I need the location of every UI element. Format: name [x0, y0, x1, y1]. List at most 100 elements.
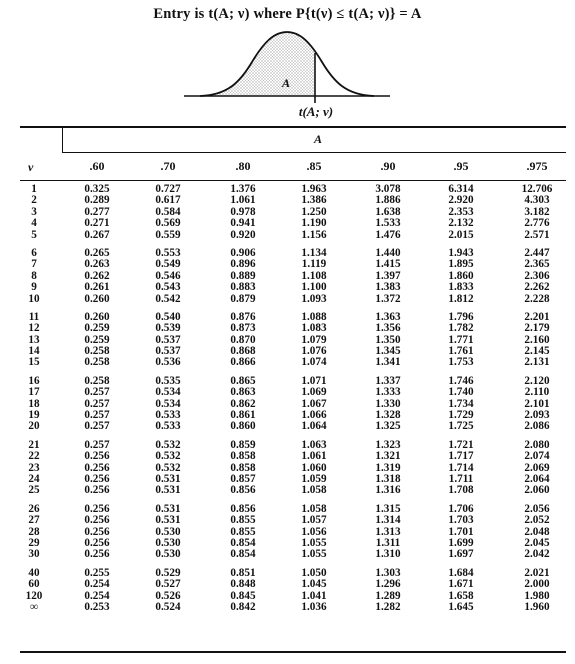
- value-cell: 0.533: [155, 409, 181, 422]
- value-cell: 0.527: [155, 578, 181, 591]
- table-row: ∞ 0.253 0.524 0.842 1.036 1.282 1.645 1.960: [0, 600, 575, 613]
- value-cell: 0.535: [155, 374, 181, 387]
- row-group: 40 0.255 0.529 0.851 1.050 1.303 1.684 2.021 60 0…: [0, 566, 575, 614]
- value-cell: 0.263: [84, 258, 110, 271]
- nu-cell: 1: [31, 183, 37, 195]
- value-cell: 0.325: [84, 183, 110, 195]
- value-cell: 1.036: [301, 600, 327, 613]
- nu-cell: 19: [28, 409, 40, 422]
- value-cell: 0.531: [155, 484, 181, 497]
- value-cell: 0.533: [155, 420, 181, 433]
- value-cell: 2.262: [524, 281, 550, 294]
- value-cell: 1.337: [375, 374, 401, 387]
- value-cell: 6.314: [448, 183, 474, 195]
- value-cell: 1.088: [301, 310, 327, 323]
- value-cell: 2.086: [524, 420, 550, 433]
- value-cell: 0.896: [230, 258, 256, 271]
- value-cell: 0.256: [84, 472, 110, 485]
- value-cell: 0.254: [84, 589, 110, 602]
- value-cell: 2.080: [524, 438, 550, 451]
- value-cell: 0.860: [230, 420, 256, 433]
- value-cell: 0.866: [230, 356, 256, 369]
- value-cell: 0.854: [230, 536, 256, 549]
- value-cell: 2.447: [524, 246, 550, 259]
- value-cell: 1.079: [301, 333, 327, 346]
- value-cell: 0.883: [230, 281, 256, 294]
- value-cell: 0.531: [155, 502, 181, 515]
- page-title: Entry is t(A; ν) where P{t(ν) ≤ t(A; ν)}…: [153, 6, 422, 22]
- value-cell: 0.261: [84, 281, 110, 294]
- value-cell: 0.617: [155, 194, 181, 207]
- value-cell: 1.119: [301, 258, 327, 271]
- value-cell: 1.476: [375, 228, 401, 241]
- value-cell: 1.083: [301, 322, 327, 335]
- value-cell: 0.537: [155, 333, 181, 346]
- value-cell: 0.862: [230, 397, 256, 410]
- value-cell: 1.069: [301, 386, 327, 399]
- value-cell: 1.328: [375, 409, 401, 422]
- value-cell: 2.069: [524, 461, 550, 474]
- value-cell: 2.021: [524, 566, 550, 579]
- nu-cell: 2: [31, 194, 37, 207]
- header-bottom-rule: [20, 180, 566, 182]
- shaded-area-A: [200, 32, 315, 96]
- value-cell: 0.529: [155, 566, 181, 579]
- t-distribution-curve-figure: A t(A; ν): [184, 31, 390, 119]
- value-cell: 0.260: [84, 310, 110, 323]
- table-row: 16 0.258 0.535 0.865 1.071 1.337 1.746 2.120: [0, 374, 575, 387]
- value-cell: 1.645: [448, 600, 474, 613]
- value-cell: 1.725: [448, 420, 474, 433]
- header-mid-rule: [62, 152, 566, 153]
- value-cell: 0.258: [84, 345, 110, 358]
- value-cell: 1.714: [448, 461, 474, 474]
- value-cell: 1.071: [301, 374, 327, 387]
- nu-cell: 27: [28, 514, 40, 527]
- value-cell: 1.045: [301, 578, 327, 591]
- nu-cell: 11: [28, 310, 40, 323]
- value-cell: 0.845: [230, 589, 256, 602]
- value-cell: 0.855: [230, 525, 256, 538]
- row-group: 1 0.325 0.727 1.376 1.963 3.078 6.314 12.706 2 0.…: [0, 183, 575, 241]
- table-row: 22 0.256 0.532 0.858 1.061 1.321 1.717 2.074: [0, 450, 575, 463]
- value-cell: 2.110: [524, 386, 550, 399]
- value-cell: 0.262: [84, 269, 110, 282]
- value-cell: 0.920: [230, 228, 256, 241]
- value-cell: 1.386: [301, 194, 327, 207]
- value-cell: 1.156: [301, 228, 327, 241]
- value-cell: 1.055: [301, 536, 327, 549]
- value-cell: 0.868: [230, 345, 256, 358]
- value-cell: 1.796: [448, 310, 474, 323]
- value-cell: 1.376: [230, 183, 256, 195]
- value-cell: 1.315: [375, 502, 401, 515]
- value-cell: 0.260: [84, 292, 110, 305]
- value-cell: 0.258: [84, 374, 110, 387]
- value-cell: 1.190: [301, 217, 327, 230]
- table-row: 4 0.271 0.569 0.941 1.190 1.533 2.132 2.776: [0, 217, 575, 230]
- value-cell: 0.865: [230, 374, 256, 387]
- value-cell: 1.093: [301, 292, 327, 305]
- value-cell: 1.041: [301, 589, 327, 602]
- value-cell: 2.015: [448, 228, 474, 241]
- value-cell: 1.319: [375, 461, 401, 474]
- value-cell: 0.536: [155, 356, 181, 369]
- nu-cell: 4: [31, 217, 37, 230]
- value-cell: 0.257: [84, 409, 110, 422]
- table-row: 1 0.325 0.727 1.376 1.963 3.078 6.314 12.706: [0, 183, 575, 195]
- value-cell: 0.257: [84, 397, 110, 410]
- value-cell: 0.537: [155, 345, 181, 358]
- value-cell: 0.524: [155, 600, 181, 613]
- nu-cell: 25: [28, 484, 40, 497]
- value-cell: 1.050: [301, 566, 327, 579]
- value-cell: 0.256: [84, 525, 110, 538]
- value-cell: 0.256: [84, 548, 110, 561]
- value-cell: 0.271: [84, 217, 110, 230]
- value-cell: 1.703: [448, 514, 474, 527]
- value-cell: 1.341: [375, 356, 401, 369]
- row-group: 26 0.256 0.531 0.856 1.058 1.315 1.706 2.056 27 0…: [0, 502, 575, 561]
- table-row: 17 0.257 0.534 0.863 1.069 1.333 1.740 2.110: [0, 386, 575, 399]
- table-row: 120 0.254 0.526 0.845 1.041 1.289 1.658 1.980: [0, 589, 575, 602]
- row-header-nu: ν: [28, 160, 34, 174]
- value-cell: 0.858: [230, 450, 256, 463]
- value-cell: 2.131: [524, 356, 550, 369]
- value-cell: 1.761: [448, 345, 474, 358]
